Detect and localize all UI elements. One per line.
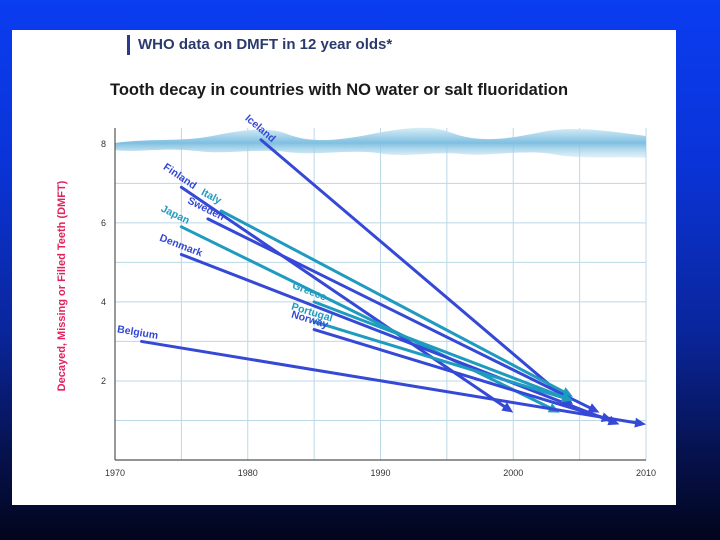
series-line-sweden bbox=[206, 217, 592, 410]
series-arrows: IcelandFinlandItalySwedenJapanDenmarkGre… bbox=[116, 112, 646, 428]
series-label-belgium: Belgium bbox=[116, 323, 159, 342]
dmft-chart: 1970 1980 1990 2000 2010 2 4 6 8 IcelandFinlandI… bbox=[56, 112, 656, 478]
series-line-norway bbox=[312, 328, 604, 419]
y-tick-label: 4 bbox=[101, 297, 106, 307]
x-tick-label: 1990 bbox=[370, 468, 390, 478]
y-axis-label: Decayed, Missing or Filled Teeth (DMFT) bbox=[56, 180, 68, 391]
chart-title: Tooth decay in countries with NO water o… bbox=[110, 81, 569, 99]
slide-panel: WHO data on DMFT in 12 year olds* Tooth … bbox=[12, 30, 676, 505]
series-line-denmark bbox=[179, 252, 611, 422]
arrowhead-belgium bbox=[634, 417, 646, 428]
y-tick-label: 8 bbox=[101, 139, 106, 149]
x-tick-label: 1970 bbox=[105, 468, 125, 478]
arrowhead-sweden bbox=[587, 403, 600, 413]
x-tick-label: 2010 bbox=[636, 468, 656, 478]
gridlines bbox=[114, 128, 647, 460]
axes: 1970 1980 1990 2000 2010 2 4 6 8 bbox=[101, 128, 656, 478]
y-tick-label: 2 bbox=[101, 376, 106, 386]
title-accent-bar bbox=[127, 35, 130, 55]
x-tick-label: 1980 bbox=[238, 468, 258, 478]
header-title: WHO data on DMFT in 12 year olds* bbox=[138, 36, 393, 53]
water-surface bbox=[115, 127, 646, 158]
series-line-italy bbox=[219, 209, 565, 394]
arrowhead-portugal bbox=[561, 392, 573, 403]
arrowhead-finland bbox=[501, 402, 514, 413]
series-line-portugal bbox=[312, 320, 564, 400]
series-line-belgium bbox=[140, 339, 637, 425]
series-line-iceland bbox=[259, 138, 567, 400]
y-tick-label: 6 bbox=[101, 218, 106, 228]
series-line-greece bbox=[312, 300, 565, 399]
series-label-finland: Finland bbox=[161, 161, 199, 192]
x-tick-label: 2000 bbox=[503, 468, 523, 478]
series-line-japan bbox=[179, 225, 552, 410]
